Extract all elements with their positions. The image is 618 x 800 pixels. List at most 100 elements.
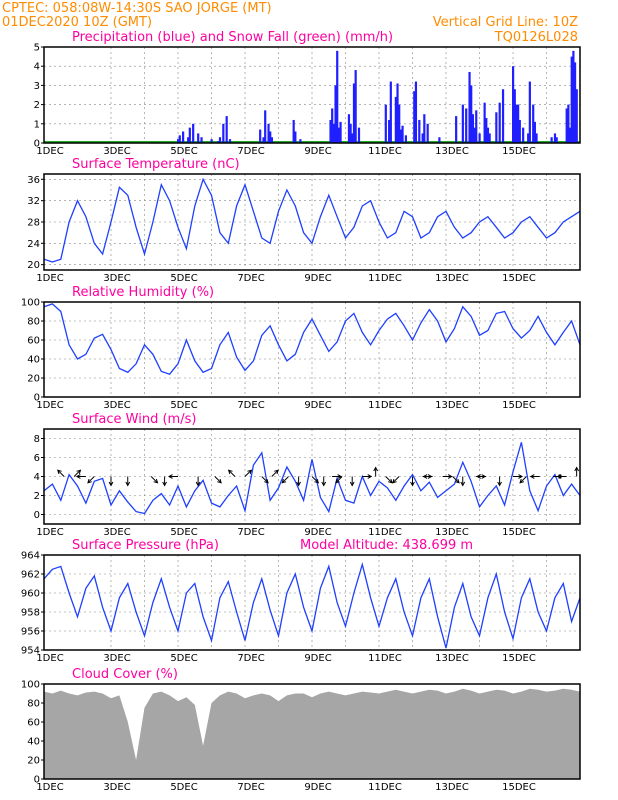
precip-bar bbox=[501, 89, 505, 143]
temperature-xtick-label: 5DEC bbox=[170, 273, 197, 284]
humidity-xtick-label: 1DEC bbox=[36, 400, 63, 411]
pressure-title: Surface Pressure (hPa) bbox=[72, 538, 219, 553]
precip-bar bbox=[573, 62, 577, 143]
precip-bar bbox=[513, 89, 516, 143]
precip-bar bbox=[349, 123, 352, 143]
wind-panel: 0 2 4 6 8 1DEC 3DEC 5DEC 7DEC 9DEC 11DEC 13DEC 15DEC… bbox=[34, 412, 581, 538]
wind-vector-head bbox=[227, 469, 233, 475]
humidity-ytick-label: 20 bbox=[27, 374, 40, 385]
precipitation-xtick-label: 5DEC bbox=[170, 146, 197, 157]
precip-bar bbox=[555, 137, 558, 143]
precipitation-ytick-label: 0 bbox=[34, 139, 40, 150]
precipitation-ytick-label: 5 bbox=[34, 43, 40, 54]
wind-vector-head bbox=[529, 474, 535, 479]
precip-bar bbox=[210, 139, 213, 143]
humidity-ytick-label: 60 bbox=[27, 336, 40, 347]
temperature-ytick-label: 36 bbox=[27, 175, 40, 186]
precip-bar bbox=[200, 137, 203, 143]
precip-bar bbox=[471, 114, 474, 143]
cloud-cover-xtick-label: 1DEC bbox=[36, 782, 63, 793]
cloud-cover-xtick-label: 13DEC bbox=[435, 782, 469, 793]
wind-xtick-label: 11DEC bbox=[368, 527, 402, 538]
precip-bar bbox=[478, 133, 481, 143]
wind-vector bbox=[244, 469, 252, 477]
precip-bar bbox=[222, 123, 225, 143]
temperature-xtick-label: 13DEC bbox=[435, 273, 469, 284]
wind-vector-head bbox=[167, 474, 173, 479]
precip-bar bbox=[394, 96, 397, 143]
wind-vector bbox=[519, 476, 527, 484]
precip-bar bbox=[515, 104, 518, 143]
wind-vector-head bbox=[281, 478, 287, 484]
humidity-title: Relative Humidity (%) bbox=[72, 285, 214, 300]
precip-bar bbox=[384, 104, 387, 143]
humidity-ytick-label: 100 bbox=[21, 298, 40, 309]
wind-vector-head bbox=[497, 481, 502, 487]
precip-bar bbox=[468, 71, 471, 143]
precipitation-xtick-label: 11DEC bbox=[368, 146, 402, 157]
precip-bar bbox=[528, 81, 531, 143]
cloud-cover-xtick-label: 5DEC bbox=[170, 782, 197, 793]
pressure-ytick-label: 954 bbox=[21, 646, 40, 657]
pressure-xtick-label: 11DEC bbox=[368, 653, 402, 664]
wind-xtick-label: 3DEC bbox=[103, 527, 130, 538]
wind-line bbox=[43, 442, 581, 515]
wind-vector-head bbox=[392, 478, 397, 484]
pressure-xtick-label: 1DEC bbox=[36, 653, 63, 664]
wind-vector-head bbox=[519, 478, 525, 484]
precip-bar bbox=[259, 129, 262, 143]
precip-bar bbox=[197, 133, 200, 143]
cloud-cover-xtick-label: 15DEC bbox=[502, 782, 536, 793]
humidity-xtick-label: 15DEC bbox=[502, 400, 536, 411]
cloud-cover-xtick-label: 9DEC bbox=[304, 782, 331, 793]
wind-vector-head bbox=[455, 478, 460, 484]
precip-bar bbox=[518, 119, 521, 143]
precip-bar bbox=[299, 139, 302, 143]
humidity-xtick-label: 3DEC bbox=[103, 400, 130, 411]
wind-vector-head bbox=[264, 478, 269, 484]
wind-vector bbox=[228, 469, 236, 477]
precip-bar bbox=[465, 108, 468, 143]
wind-vector-head bbox=[337, 474, 343, 479]
wind-vector-head bbox=[373, 466, 379, 472]
humidity-ytick-label: 0 bbox=[34, 393, 40, 404]
wind-vector-head bbox=[349, 481, 355, 487]
temperature-xtick-label: 15DEC bbox=[502, 273, 536, 284]
precip-bar bbox=[182, 131, 185, 143]
temperature-xtick-label: 3DEC bbox=[103, 273, 130, 284]
wind-vector-head bbox=[460, 481, 466, 487]
wind-vector bbox=[335, 476, 343, 484]
precipitation-xtick-label: 7DEC bbox=[237, 146, 264, 157]
pressure-ytick-label: 960 bbox=[21, 589, 40, 600]
wind-xtick-label: 15DEC bbox=[502, 527, 536, 538]
precip-bar bbox=[357, 127, 361, 143]
precip-bar bbox=[192, 123, 195, 143]
precip-bar bbox=[438, 137, 441, 143]
precipitation-ytick-label: 3 bbox=[34, 81, 40, 92]
cloud-cover-xtick-label: 3DEC bbox=[103, 782, 130, 793]
wind-vector bbox=[214, 476, 222, 484]
precip-bar bbox=[421, 133, 424, 143]
precip-bar bbox=[218, 137, 222, 143]
wind-vector-head bbox=[57, 469, 62, 475]
precip-bar bbox=[269, 131, 272, 143]
wind-vector-head bbox=[367, 474, 373, 479]
precip-bar bbox=[262, 137, 265, 143]
precip-bar bbox=[388, 119, 391, 143]
temperature-xtick-label: 11DEC bbox=[368, 273, 402, 284]
temperature-panel: 20 24 28 32 36 1DEC 3DEC 5DEC 7DEC 9DEC 11DEC 13DEC… bbox=[27, 157, 581, 284]
humidity-ytick-label: 40 bbox=[27, 355, 40, 366]
model-code: TQ0126L028 bbox=[494, 30, 578, 45]
precip-bar bbox=[498, 102, 501, 143]
temperature-ytick-label: 24 bbox=[27, 239, 40, 250]
wind-xtick-label: 5DEC bbox=[170, 527, 197, 538]
precip-bar bbox=[336, 50, 339, 144]
wind-vector-head bbox=[422, 474, 428, 479]
precip-bar bbox=[572, 50, 575, 144]
precip-bar bbox=[568, 127, 572, 143]
precipitation-xtick-label: 13DEC bbox=[435, 146, 469, 157]
cloud-cover-ytick-label: 60 bbox=[27, 718, 40, 729]
pressure-ytick-label: 956 bbox=[21, 627, 40, 638]
pressure-xtick-label: 5DEC bbox=[170, 653, 197, 664]
